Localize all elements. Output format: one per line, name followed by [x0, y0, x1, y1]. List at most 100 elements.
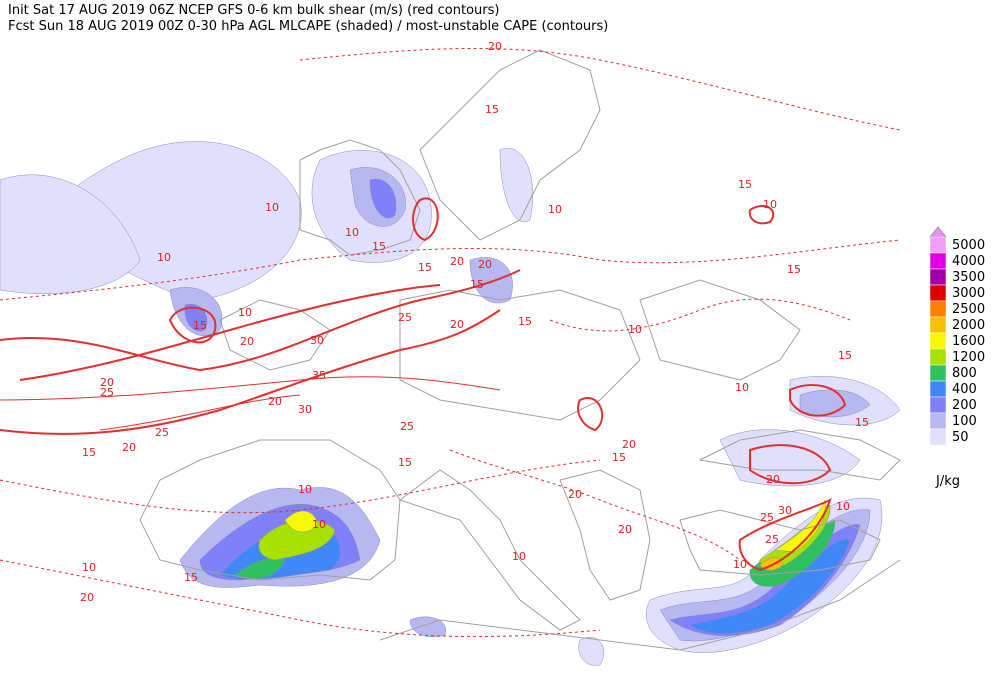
legend-label: 400 [952, 382, 977, 397]
coastline [679, 509, 881, 576]
shear-contour [19, 284, 441, 381]
legend-label: 4000 [952, 254, 985, 269]
contour-label: 20 [478, 258, 492, 271]
shear-contours [0, 47, 901, 638]
shear-contour [748, 204, 775, 225]
contour-label: 25 [155, 426, 169, 439]
contour-label: 30 [298, 403, 312, 416]
shear-contour [0, 459, 601, 514]
shear-contour [0, 269, 521, 372]
legend-swatch [929, 236, 947, 254]
contour-label: 10 [298, 483, 312, 496]
contour-label: 15 [82, 446, 96, 459]
cape-area [369, 178, 397, 219]
contour-label: 10 [763, 198, 777, 211]
shear-contour [738, 498, 832, 572]
cape-area [409, 616, 446, 638]
shear-contour [0, 309, 501, 435]
contour-label: 15 [184, 571, 198, 584]
coastline [219, 299, 331, 371]
shear-contour [0, 376, 501, 401]
coastline [419, 49, 601, 241]
legend-swatch [929, 300, 947, 318]
forecast-line: Fcst Sun 18 AUG 2019 00Z 0-30 hPa AGL ML… [8, 19, 608, 34]
contour-label: 10 [82, 561, 96, 574]
contour-label: 20 [122, 441, 136, 454]
legend-label: 2500 [952, 302, 985, 317]
cape-shading [0, 141, 901, 666]
contour-label: 10 [345, 226, 359, 239]
contour-label: 30 [778, 504, 792, 517]
cape-area [578, 637, 605, 666]
coastline [139, 439, 401, 581]
contour-label: 10 [157, 251, 171, 264]
contour-label: 25 [760, 511, 774, 524]
shear-contour [99, 394, 301, 431]
legend-unit: J/kg [935, 474, 960, 489]
contour-label: 25 [398, 311, 412, 324]
coastline [379, 559, 901, 651]
legend-label: 1600 [952, 334, 985, 349]
contour-label: 25 [765, 533, 779, 546]
contour-label: 15 [612, 451, 626, 464]
contour-label: 15 [470, 278, 484, 291]
contour-label: 10 [512, 550, 526, 563]
legend-label: 2000 [952, 318, 985, 333]
contour-label: 20 [268, 395, 282, 408]
contour-label: 15 [738, 178, 752, 191]
contour-label: 20 [766, 473, 780, 486]
legend-swatch [929, 268, 947, 286]
legend-label: 3000 [952, 286, 985, 301]
contour-label: 20 [618, 523, 632, 536]
legend-swatch [929, 332, 947, 350]
contour-label: 20 [488, 40, 502, 53]
init-line: Init Sat 17 AUG 2019 06Z NCEP GFS 0-6 km… [8, 3, 499, 18]
contour-label: 20 [568, 488, 582, 501]
legend-label: 3500 [952, 270, 985, 285]
legend-swatch [929, 396, 947, 414]
contour-label: 10 [628, 323, 642, 336]
shear-contour [549, 298, 851, 332]
shear-contour [168, 306, 217, 344]
legend-swatch [929, 284, 947, 302]
contour-label: 20 [100, 376, 114, 389]
contour-label: 15 [372, 240, 386, 253]
contour-label: 20 [80, 591, 94, 604]
contour-label: 35 [312, 369, 326, 382]
cape-area [184, 303, 208, 332]
contour-label: 10 [312, 518, 326, 531]
contour-label: 25 [100, 386, 114, 399]
shear-contour [577, 397, 604, 432]
contour-label: 25 [400, 420, 414, 433]
cape-area [499, 147, 533, 223]
contour-label: 15 [418, 261, 432, 274]
contour-label: 15 [787, 263, 801, 276]
cape-area [719, 429, 861, 487]
shear-contour [449, 449, 741, 561]
shear-contour [0, 239, 901, 301]
cape-area [284, 510, 319, 533]
contour-label: 20 [622, 438, 636, 451]
legend-label: 50 [952, 430, 969, 445]
contour-label: 15 [518, 315, 532, 328]
coastline [559, 469, 651, 601]
cape-area [0, 174, 141, 294]
coastlines [139, 49, 901, 651]
contour-label: 15 [485, 103, 499, 116]
legend-label: 5000 [952, 238, 985, 253]
legend-swatch [929, 380, 947, 398]
contour-label: 10 [238, 306, 252, 319]
contour-label: 30 [310, 334, 324, 347]
shear-contour [749, 444, 832, 485]
legend-swatch [929, 428, 947, 446]
coastline [698, 429, 901, 481]
contour-label: 15 [193, 319, 207, 332]
shear-contour [299, 47, 901, 131]
contour-label: 10 [735, 381, 749, 394]
legend-swatch [929, 364, 947, 382]
legend-swatch [929, 316, 947, 334]
contour-label: 20 [450, 318, 464, 331]
shear-contour [0, 559, 601, 638]
legend-swatch [929, 348, 947, 366]
